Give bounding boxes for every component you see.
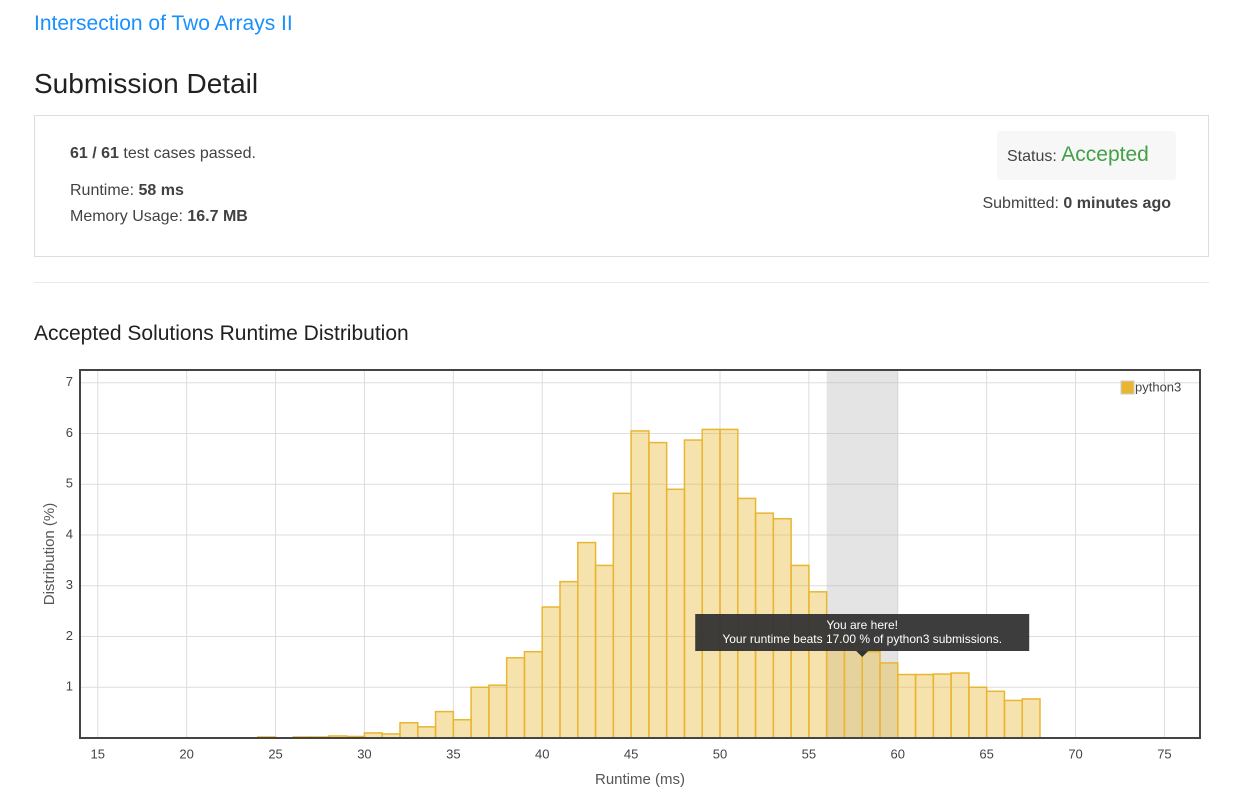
- memory-row: Memory Usage: 16.7 MB: [70, 208, 248, 226]
- page-title: Submission Detail: [34, 68, 259, 99]
- x-tick-label: 25: [268, 746, 282, 761]
- bar: [950, 672, 970, 739]
- bar: [452, 718, 472, 739]
- y-tick-label: 1: [66, 679, 73, 694]
- tooltip-arrow: [856, 651, 869, 657]
- x-tick-label: 40: [535, 746, 549, 761]
- bar: [648, 441, 668, 739]
- bar: [541, 606, 561, 739]
- legend-swatch: [1120, 380, 1135, 395]
- bar: [630, 430, 650, 739]
- bar: [577, 541, 597, 739]
- x-tick-label: 30: [357, 746, 371, 761]
- x-axis-label: Runtime (ms): [595, 771, 685, 788]
- runtime: 58 ms: [138, 182, 184, 199]
- x-tick-label: 50: [713, 746, 727, 761]
- bar: [719, 428, 739, 739]
- bar: [861, 650, 881, 739]
- x-tick-label: 65: [979, 746, 993, 761]
- bar: [879, 662, 899, 739]
- passed: 61 / 61: [70, 145, 119, 162]
- submitted-row: Submitted: 0 minutes ago: [982, 195, 1171, 213]
- tooltip-title: You are here!: [826, 618, 898, 632]
- bar: [417, 726, 437, 739]
- y-tick-label: 2: [66, 628, 73, 643]
- status-pill: [997, 131, 1176, 180]
- bar: [701, 428, 721, 739]
- legend-label: python3: [1135, 379, 1181, 394]
- y-tick-label: 7: [66, 374, 73, 389]
- y-tick-label: 3: [66, 577, 73, 592]
- bar: [434, 710, 455, 739]
- x-tick-label: 35: [446, 746, 460, 761]
- bar: [523, 650, 543, 739]
- tooltip-text: Your runtime beats 17.00 % of python3 su…: [722, 632, 1002, 646]
- y-tick-label: 4: [66, 526, 73, 541]
- memory-label: Memory Usage:: [70, 208, 183, 225]
- bar: [399, 722, 419, 739]
- y-tick-label: 5: [66, 476, 73, 491]
- status-label: Status:: [1007, 148, 1057, 165]
- bar: [559, 580, 579, 739]
- bar: [985, 690, 1006, 739]
- runtime-label: Runtime:: [70, 182, 135, 199]
- problem-link[interactable]: Intersection of Two Arrays II: [34, 12, 293, 35]
- chart-title: Accepted Solutions Runtime Distribution: [34, 322, 409, 345]
- x-tick-label: 55: [802, 746, 816, 761]
- bar: [594, 564, 615, 739]
- submitted-label: Submitted:: [982, 195, 1059, 212]
- bar: [808, 591, 828, 739]
- status-row: Status: Accepted: [1007, 143, 1149, 167]
- x-tick-label: 20: [179, 746, 193, 761]
- bar: [932, 673, 952, 739]
- x-tick-label: 70: [1068, 746, 1082, 761]
- bar: [790, 564, 810, 739]
- y-axis-label: Distribution (%): [41, 503, 58, 606]
- bar: [505, 657, 526, 739]
- bar: [488, 684, 508, 739]
- bar: [968, 686, 988, 739]
- divider: [34, 282, 1209, 283]
- tooltip-box: [695, 614, 1030, 651]
- passed-text: test cases passed.: [123, 145, 256, 162]
- bar: [665, 488, 686, 739]
- bar: [612, 492, 632, 739]
- plot-border: [79, 369, 1201, 739]
- bar: [1003, 699, 1023, 739]
- bar: [683, 439, 703, 739]
- bar: [843, 643, 863, 739]
- x-tick-label: 60: [891, 746, 905, 761]
- runtime-row: Runtime: 58 ms: [70, 182, 184, 200]
- bar: [897, 673, 917, 739]
- summary-box: [34, 115, 1209, 257]
- bar: [914, 673, 935, 739]
- x-tick-label: 45: [624, 746, 638, 761]
- y-tick-label: 6: [66, 425, 73, 440]
- bar: [1021, 698, 1041, 739]
- submitted: 0 minutes ago: [1063, 195, 1171, 212]
- status: Accepted: [1061, 143, 1149, 166]
- memory: 16.7 MB: [187, 208, 248, 225]
- passed-row: 61 / 61 test cases passed.: [70, 145, 256, 163]
- bar: [470, 686, 490, 739]
- x-tick-label: 75: [1157, 746, 1171, 761]
- x-tick-label: 15: [91, 746, 105, 761]
